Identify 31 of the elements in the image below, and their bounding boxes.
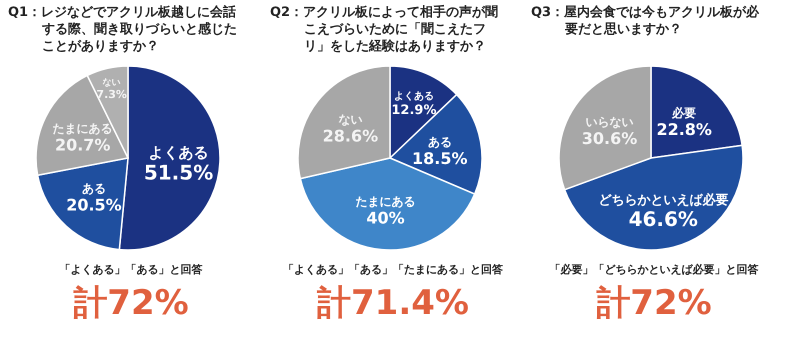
- slice-label: どちらかといえば必要: [598, 192, 728, 208]
- slice-label: たまにある: [52, 121, 113, 136]
- slice-label: ない: [338, 112, 362, 126]
- data-label: 18.5%: [412, 148, 468, 168]
- data-label: 40%: [366, 208, 405, 228]
- text: 「必要」「どちらかといえば必要」と回答: [548, 262, 760, 277]
- data-label: 22.8%: [656, 120, 712, 139]
- data-label: 30.6%: [582, 129, 638, 148]
- chart-title: Q2：アクリル板によって相手の声が聞こえづらいために「聞こえたフリ」をした経験はありますか？: [270, 4, 500, 55]
- slice-label: ある: [428, 134, 452, 149]
- data-label: 20.5%: [66, 195, 122, 214]
- chart-title: Q3：屋内会食では今もアクリル板が必要だと思いますか？: [531, 4, 760, 38]
- slice-label: 必要: [671, 106, 696, 120]
- text: 計72%: [595, 282, 713, 325]
- text: 「よくある」「ある」「たまにある」と回答: [282, 262, 504, 277]
- slice-label: よくある: [394, 91, 434, 102]
- chart-title: Q1：レジなどでアクリル板越しに会話する際、聞き取りづらいと感じたことがありますか？: [8, 4, 238, 55]
- text: 計72%: [72, 282, 190, 325]
- data-label: 28.6%: [322, 126, 378, 146]
- text: 「よくある」「ある」と回答: [58, 262, 204, 277]
- text: 計71.4%: [316, 282, 470, 325]
- data-label: 51.5%: [144, 160, 214, 184]
- data-label: 46.6%: [628, 207, 698, 232]
- slice-label: いらない: [586, 115, 634, 130]
- slice-label: よくある: [148, 143, 209, 162]
- slice-label: ない: [102, 78, 121, 88]
- slice-label: ある: [82, 181, 106, 196]
- data-label: 12.9%: [391, 103, 436, 118]
- data-label: 20.7%: [54, 135, 110, 154]
- slice-label: たまにある: [356, 194, 416, 208]
- data-label: 7.3%: [96, 88, 127, 102]
